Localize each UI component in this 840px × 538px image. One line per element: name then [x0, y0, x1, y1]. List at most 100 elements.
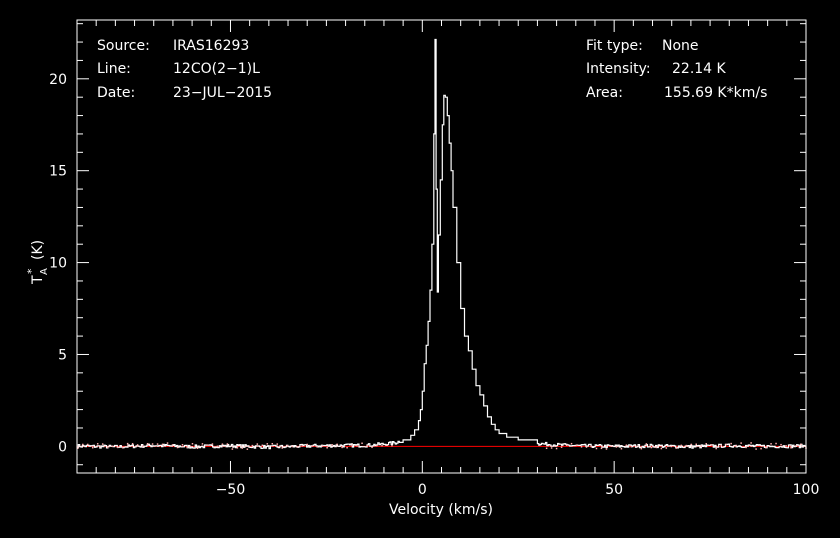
noise-point	[620, 447, 623, 450]
noise-point	[690, 443, 693, 446]
noise-point	[246, 448, 249, 450]
x-tick-label: 50	[605, 482, 623, 498]
noise-point	[645, 443, 648, 445]
noise-point	[795, 445, 797, 447]
noise-point	[700, 445, 702, 447]
axis-ticks	[76, 20, 807, 473]
y-tick-label: 20	[49, 72, 67, 88]
noise-point	[221, 443, 224, 445]
noise-point	[705, 442, 707, 445]
noise-point	[680, 444, 683, 447]
noise-point	[376, 444, 378, 447]
noise-point	[81, 443, 84, 446]
noise-point	[236, 447, 239, 449]
noise-point	[755, 448, 757, 450]
intensity-key: Intensity:	[586, 61, 651, 77]
noise-point	[181, 443, 184, 446]
noise-point	[156, 443, 159, 445]
noise-point	[326, 446, 328, 449]
noise-point	[361, 442, 363, 445]
noise-point	[545, 447, 548, 450]
noise-point	[790, 447, 792, 449]
noise-point	[730, 442, 732, 445]
noise-point	[595, 447, 598, 450]
noise-point	[655, 446, 658, 449]
noise-point	[131, 442, 134, 445]
noise-point	[760, 447, 762, 450]
noise-point	[146, 442, 149, 445]
noise-point	[735, 444, 737, 447]
noise-point	[665, 447, 668, 449]
noise-point	[91, 446, 94, 449]
noise-point	[86, 443, 89, 446]
noise-point	[321, 445, 323, 447]
y-tick-label: 15	[49, 164, 67, 180]
noise-point	[306, 443, 308, 446]
noise-point	[625, 444, 628, 446]
baseline-noise	[77, 442, 807, 450]
noise-point	[301, 445, 303, 447]
noise-point	[630, 445, 633, 448]
noise-point	[161, 443, 164, 446]
noise-point	[600, 447, 603, 450]
noise-point	[281, 447, 284, 449]
noise-point	[191, 443, 194, 445]
noise-point	[391, 444, 393, 447]
noise-point	[685, 444, 688, 447]
noise-point	[141, 445, 144, 447]
noise-point	[710, 444, 712, 446]
noise-point	[745, 446, 747, 449]
noise-point	[785, 445, 787, 447]
date-key: Date:	[97, 85, 135, 101]
noise-point	[231, 448, 234, 450]
noise-point	[106, 446, 109, 449]
fit-type-key: Fit type:	[586, 38, 643, 54]
noise-point	[640, 447, 643, 450]
y-axis-label-unit: (K)	[30, 240, 46, 260]
noise-point	[336, 443, 338, 446]
noise-point	[660, 447, 663, 450]
noise-point	[271, 443, 274, 445]
source-value: IRAS16293	[173, 38, 249, 54]
noise-point	[291, 445, 293, 448]
noise-point	[765, 446, 767, 449]
noise-point	[331, 444, 333, 446]
noise-point	[770, 443, 772, 445]
noise-point	[151, 443, 154, 445]
fit-type-value: None	[662, 38, 699, 54]
y-axis-label-sub: A	[39, 268, 50, 275]
noise-point	[311, 445, 313, 447]
noise-point	[266, 443, 269, 445]
noise-point	[186, 446, 189, 448]
noise-point	[720, 444, 722, 447]
noise-point	[670, 445, 673, 448]
noise-point	[166, 442, 169, 444]
noise-point	[580, 446, 583, 448]
noise-point	[750, 442, 752, 444]
y-tick-label: 10	[49, 256, 67, 272]
noise-point	[695, 443, 697, 446]
noise-point	[725, 443, 727, 446]
y-tick-labels: 0 5 10 15 20	[49, 72, 67, 456]
noise-point	[226, 443, 229, 445]
noise-point	[585, 446, 588, 448]
noise-point	[575, 444, 578, 446]
noise-point	[371, 446, 373, 449]
line-value: 12CO(2−1)L	[173, 61, 260, 77]
noise-point	[675, 447, 678, 449]
y-tick-label: 5	[58, 347, 67, 363]
noise-point	[386, 444, 388, 446]
noise-point	[176, 446, 179, 449]
noise-point	[615, 446, 618, 448]
x-tick-labels: −50 0 50 100	[216, 482, 820, 498]
date-value: 23−JUL−2015	[173, 85, 272, 101]
noise-point	[775, 442, 777, 445]
noise-point	[216, 445, 219, 448]
noise-point	[261, 444, 264, 447]
noise-point	[77, 447, 79, 449]
noise-point	[276, 443, 279, 445]
noise-point	[211, 443, 214, 445]
noise-point	[341, 446, 343, 449]
noise-point	[286, 444, 288, 447]
